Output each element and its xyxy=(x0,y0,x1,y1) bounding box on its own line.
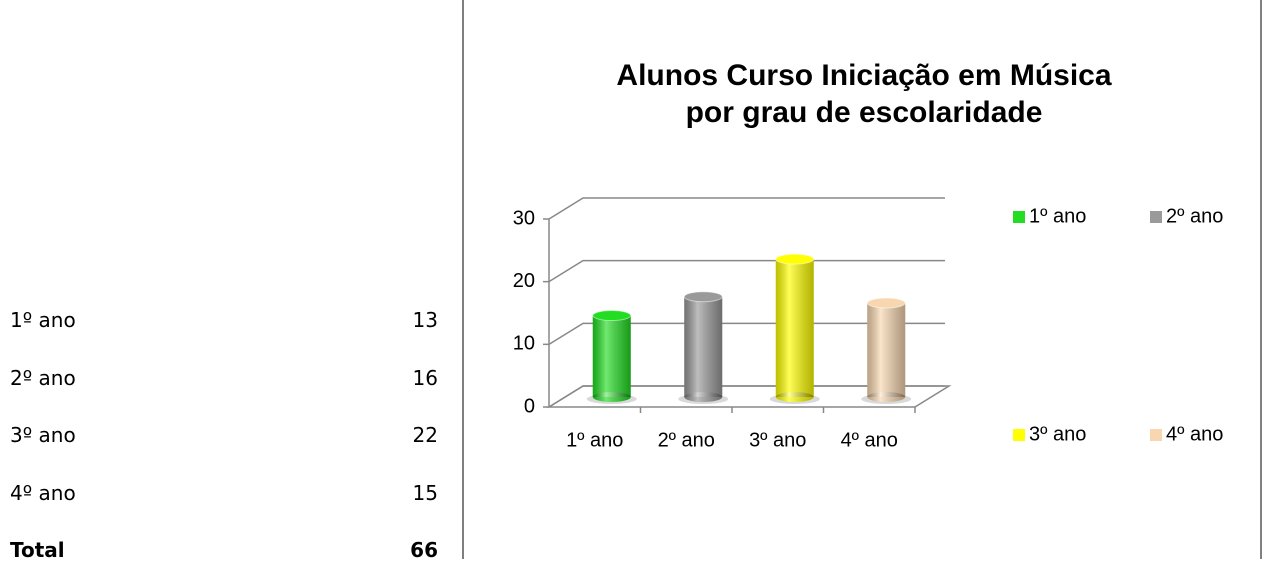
y-tick-label: 10 xyxy=(513,333,535,355)
cell-label: 3º ano xyxy=(10,423,76,447)
grid-line xyxy=(548,259,945,283)
legend-swatch xyxy=(1013,211,1025,223)
x-tick-label: 2º ano xyxy=(658,429,715,451)
legend-label: 4º ano xyxy=(1166,423,1223,445)
table-row: 1º ano 13 xyxy=(10,308,438,348)
x-tick-label: 4º ano xyxy=(841,429,898,451)
table-row: 2º ano 16 xyxy=(10,366,438,406)
y-tick-label: 30 xyxy=(513,207,535,229)
cell-label: 1º ano xyxy=(10,308,76,332)
legend-label: 1º ano xyxy=(1029,205,1086,227)
bar-top xyxy=(592,310,632,322)
bar-shade xyxy=(867,303,906,397)
cell-value: 16 xyxy=(412,365,438,390)
table-row: Total 66 xyxy=(10,538,438,578)
bar-top xyxy=(683,291,723,303)
legend-swatch xyxy=(1150,429,1162,441)
grid-line xyxy=(548,322,945,345)
chart: Alunos Curso Iniciação em Música por gra… xyxy=(462,0,1262,559)
chart-title: Alunos Curso Iniciação em Música xyxy=(616,59,1111,92)
bar-top xyxy=(866,297,906,309)
bar-shade xyxy=(775,259,814,397)
legend-swatch xyxy=(1150,211,1162,223)
legend-label: 3º ano xyxy=(1029,423,1086,445)
cell-value: 22 xyxy=(412,423,438,447)
x-tick-label: 1º ano xyxy=(566,429,623,451)
y-tick-label: 20 xyxy=(513,270,535,292)
bar-shade xyxy=(592,315,631,397)
cell-label: Total xyxy=(10,538,65,562)
cell-value: 15 xyxy=(412,480,438,505)
bar-base-shade xyxy=(775,392,814,402)
grid-line xyxy=(548,197,945,220)
table-row: 3º ano 22 xyxy=(10,423,438,463)
cell-value: 66 xyxy=(410,538,438,562)
cell-label: 2º ano xyxy=(10,365,76,390)
grid-line xyxy=(548,385,945,408)
bar-top xyxy=(775,253,815,265)
cell-label: 4º ano xyxy=(10,480,76,505)
page: 1º ano 13 2º ano 16 3º ano 22 4º ano 15 Total 66 … xyxy=(10,0,1262,562)
legend-swatch xyxy=(1013,429,1025,441)
chart-frame xyxy=(462,0,1262,559)
bar-base-shade xyxy=(867,392,906,402)
bar-shade xyxy=(684,296,723,397)
bar-base-shade xyxy=(592,392,631,402)
table-row: 4º ano 15 xyxy=(10,481,438,521)
legend-label: 2º ano xyxy=(1166,205,1223,227)
x-tick-label: 3º ano xyxy=(749,429,806,451)
y-tick-label: 0 xyxy=(524,395,535,417)
cell-value: 13 xyxy=(412,308,438,332)
chart-title: por grau de escolaridade xyxy=(686,96,1043,129)
bar-base-shade xyxy=(684,392,723,402)
